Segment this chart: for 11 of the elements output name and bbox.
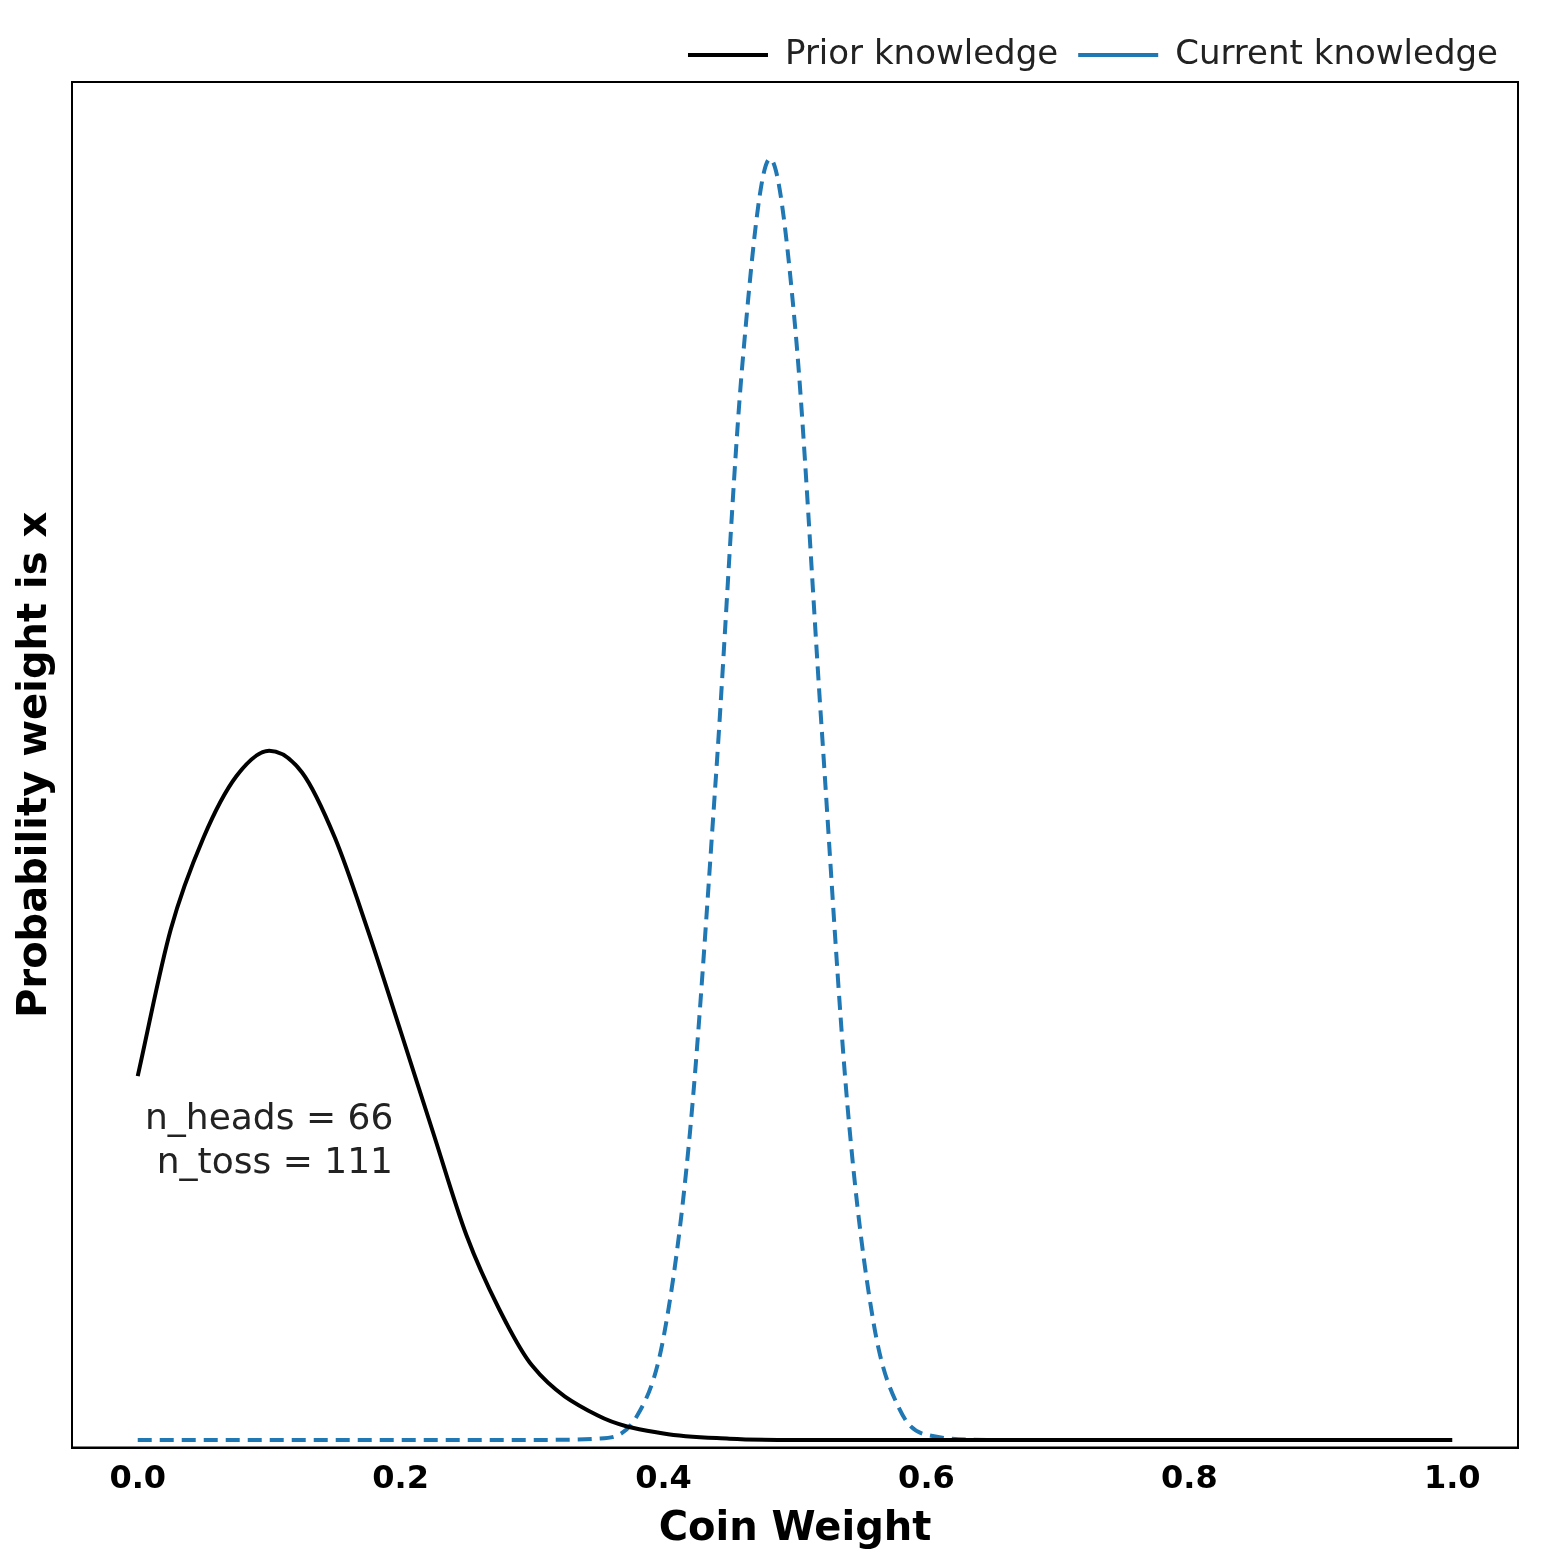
x-tick-label: 0.8 [1161, 1458, 1218, 1497]
x-tick-label: 0.6 [898, 1458, 955, 1497]
legend-label: Current knowledge [1175, 31, 1499, 72]
legend-label: Prior knowledge [784, 31, 1059, 72]
y-axis-title: Probability weight is x [9, 511, 56, 1018]
x-axis-title: Coin Weight [658, 1503, 932, 1550]
x-tick-label: 0.0 [109, 1458, 167, 1497]
x-tick-label: 0.2 [372, 1458, 429, 1497]
annotation: n_heads = 66 n_toss = 111 [145, 1096, 394, 1182]
x-tick-label: 0.4 [635, 1458, 692, 1497]
x-tick-label: 1.0 [1423, 1458, 1481, 1497]
